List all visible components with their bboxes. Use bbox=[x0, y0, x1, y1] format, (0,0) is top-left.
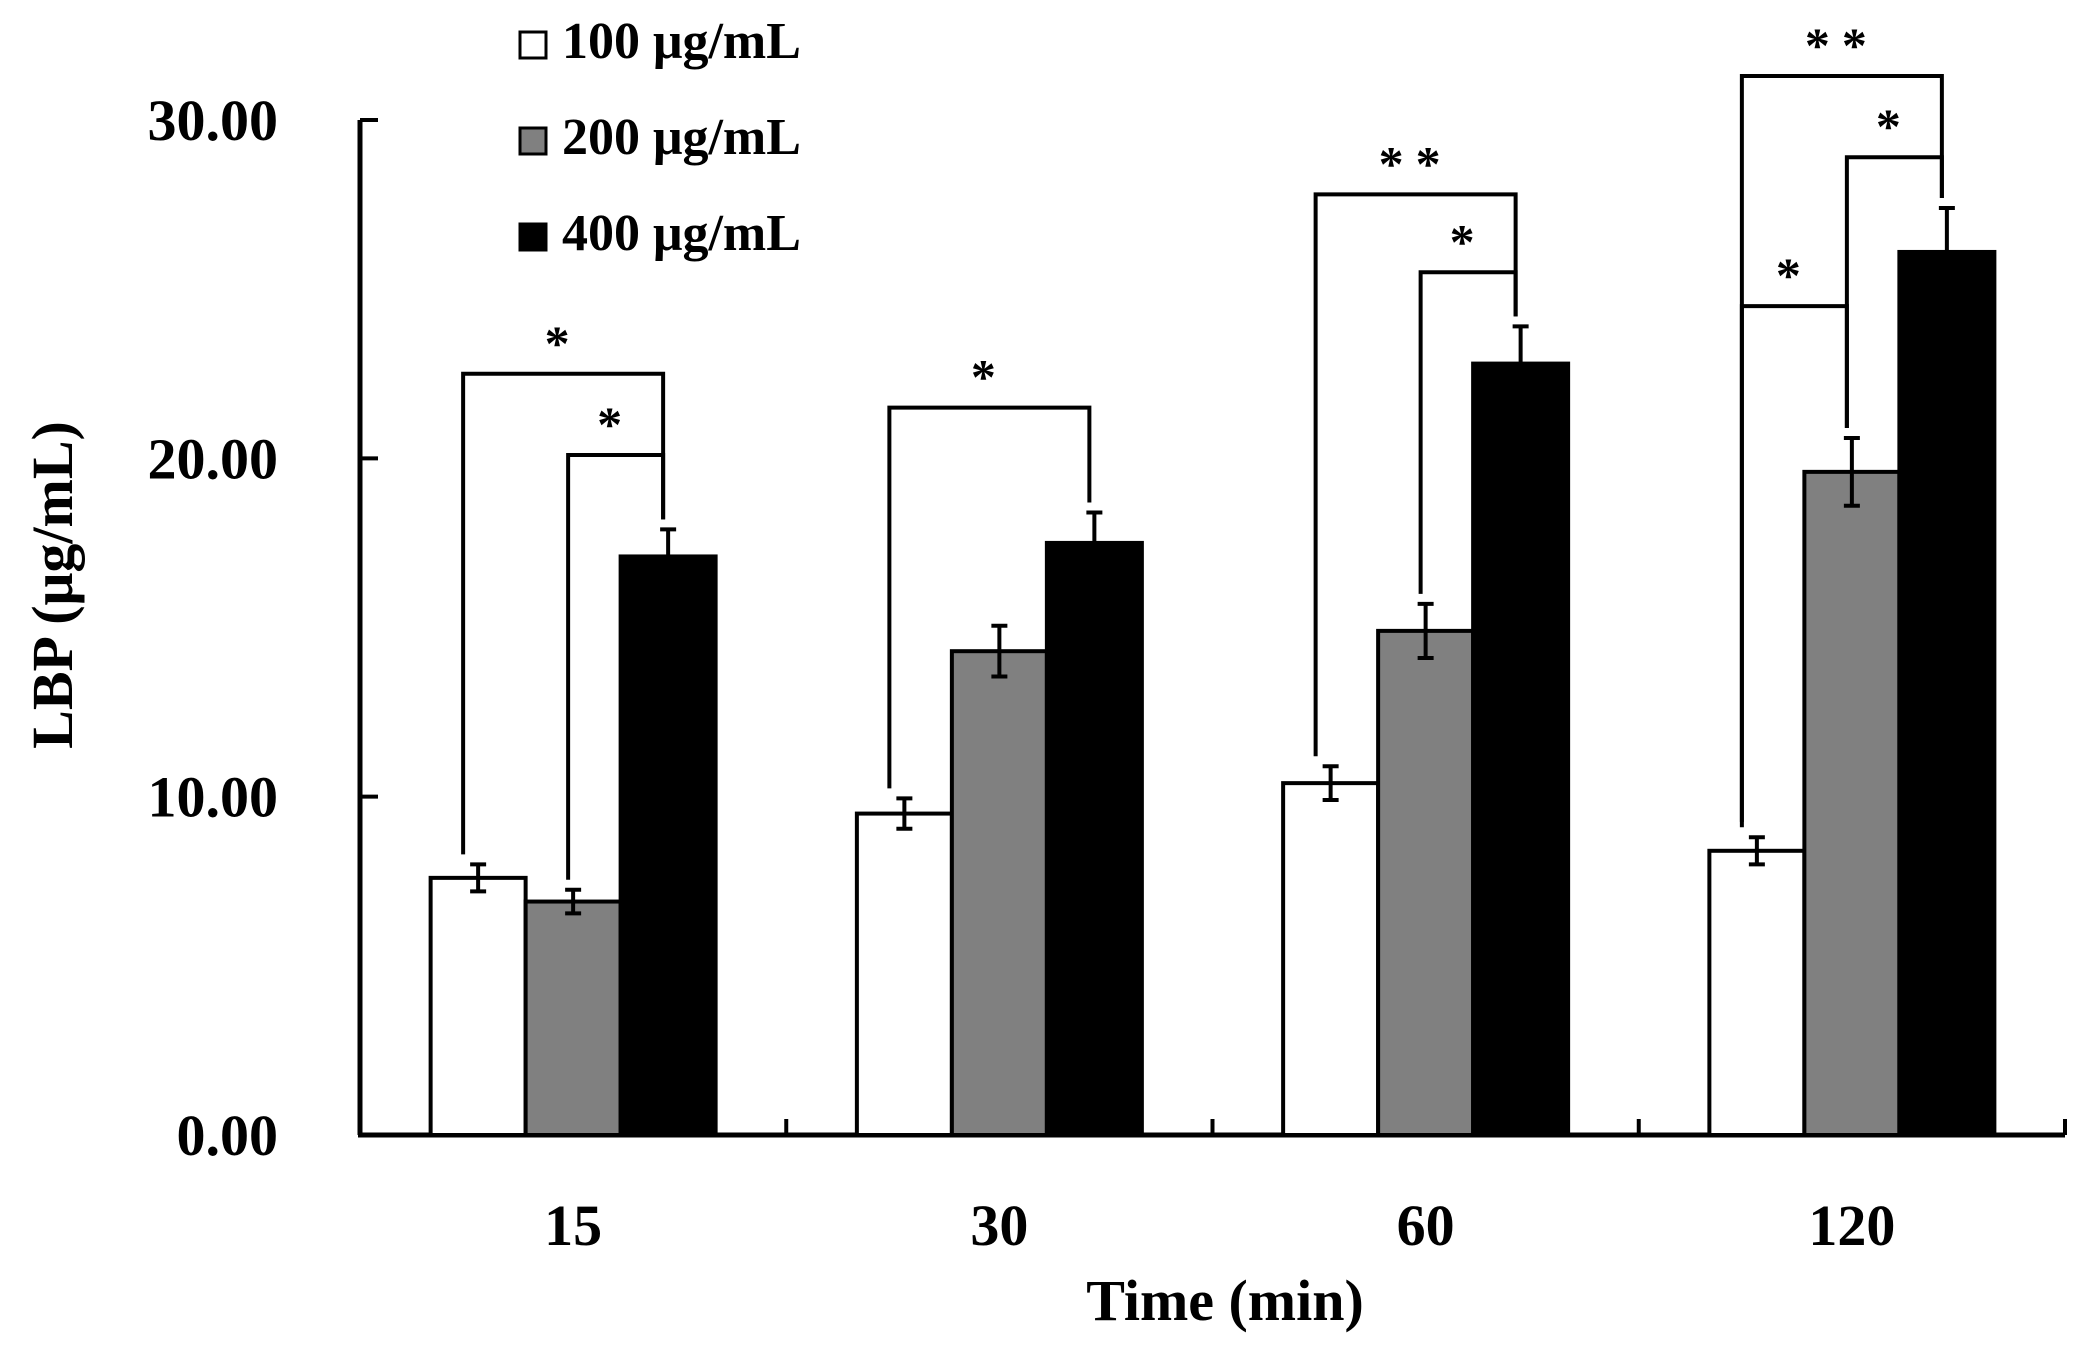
significance-bracket bbox=[461, 371, 666, 855]
significance-bracket bbox=[887, 405, 1092, 789]
bar bbox=[1802, 469, 1902, 1138]
legend-label: 100 μg/mL bbox=[562, 13, 801, 70]
x-tick-label: 60 bbox=[1397, 1193, 1455, 1258]
y-tick-label: 10.00 bbox=[148, 765, 279, 830]
bar bbox=[949, 649, 1049, 1138]
y-tick-label: 30.00 bbox=[148, 88, 279, 153]
legend-swatch bbox=[518, 222, 548, 252]
x-tick-label: 120 bbox=[1808, 1193, 1895, 1258]
significance-bracket bbox=[1313, 192, 1518, 757]
legend-swatch bbox=[518, 30, 548, 60]
significance-bracket bbox=[1418, 270, 1518, 594]
y-tick-label: 0.00 bbox=[177, 1103, 279, 1168]
x-axis-title: Time (min) bbox=[1086, 1268, 1364, 1333]
significance-label: * bbox=[597, 396, 634, 452]
y-tick-label: 20.00 bbox=[148, 426, 279, 491]
legend: 100 μg/mL 200 μg/mL 400 μg/mL bbox=[518, 13, 801, 262]
significance-bracket bbox=[1739, 304, 1849, 822]
bar bbox=[1471, 361, 1571, 1138]
significance-label: * bbox=[1776, 247, 1813, 303]
bar bbox=[1897, 249, 1997, 1137]
significance-brackets: ********** bbox=[461, 17, 1944, 880]
bar bbox=[854, 811, 954, 1137]
x-tick-label: 30 bbox=[970, 1193, 1028, 1258]
significance-label: ** bbox=[1379, 135, 1453, 191]
bar bbox=[1044, 540, 1144, 1137]
significance-label: * bbox=[971, 349, 1008, 405]
legend-label: 200 μg/mL bbox=[562, 109, 801, 166]
significance-bracket bbox=[566, 452, 666, 880]
bar bbox=[523, 899, 623, 1137]
legend-label: 400 μg/mL bbox=[562, 205, 801, 262]
x-ticks: 15 30 60 120 bbox=[358, 1119, 2067, 1258]
significance-bracket bbox=[1844, 155, 1944, 429]
y-ticks: 0.00 10.00 20.00 30.00 bbox=[148, 88, 378, 1168]
significance-label: ** bbox=[1805, 17, 1879, 73]
bar bbox=[1707, 848, 1807, 1137]
significance-label: * bbox=[1876, 98, 1913, 154]
bar bbox=[1376, 628, 1476, 1138]
bar bbox=[1281, 781, 1381, 1138]
legend-swatch bbox=[518, 126, 548, 156]
x-tick-label: 15 bbox=[544, 1193, 602, 1258]
bar bbox=[618, 554, 718, 1137]
bars bbox=[428, 249, 1997, 1138]
error-bars bbox=[470, 205, 1955, 916]
bar bbox=[428, 875, 528, 1137]
y-axis-title: LBP (μg/mL) bbox=[20, 421, 85, 749]
significance-label: * bbox=[545, 315, 582, 371]
significance-label: * bbox=[1450, 213, 1487, 269]
